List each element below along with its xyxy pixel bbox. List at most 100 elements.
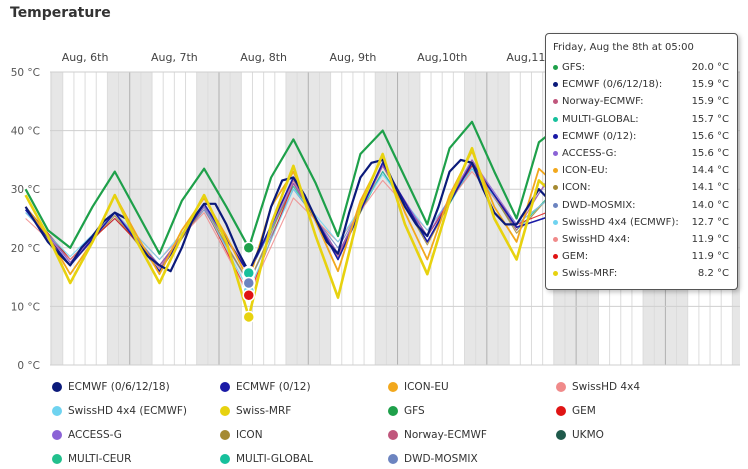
legend-item[interactable]: SwissHD 4x4 (ECMWF) (52, 405, 187, 417)
legend-label: SwissHD 4x4 (ECMWF) (68, 405, 187, 417)
tooltip-row: ACCESS-G: 15.6 °C (553, 145, 729, 162)
tooltip-row: GFS: 20.0 °C (553, 59, 729, 76)
legend-item[interactable]: SwissHD 4x4 (556, 381, 640, 393)
series-dot-icon (553, 133, 558, 139)
y-tick-label: 40 °C (11, 126, 40, 138)
tooltip-series-name: ECMWF (0/6/12/18): (562, 79, 663, 91)
series-dot-icon (553, 151, 558, 157)
series-dot-icon (553, 254, 558, 260)
tooltip-rows: GFS: 20.0 °C ECMWF (0/6/12/18): 15.9 °C Norw… (553, 59, 729, 282)
night-band (50, 72, 63, 365)
tooltip-series-value: 20.0 °C (691, 62, 729, 74)
series-dot-icon (553, 168, 558, 174)
legend-item[interactable]: ECMWF (0/6/12/18) (52, 381, 170, 393)
tooltip-series-value: 15.6 °C (691, 148, 729, 160)
legend-item[interactable]: GEM (556, 405, 596, 417)
series-dot-icon (553, 219, 558, 225)
x-tick-label: Aug, 9th (330, 51, 377, 64)
hover-marker (242, 276, 256, 290)
tooltip-series-name: SwissHD 4x4 (ECMWF): (562, 216, 679, 228)
tooltip-series-value: 11.9 °C (691, 233, 729, 245)
tooltip-series-name: GFS: (562, 62, 586, 74)
tooltip-series-value: 11.9 °C (691, 251, 729, 263)
legend-item[interactable]: GFS (388, 405, 425, 417)
tooltip-row: MULTI-GLOBAL: 15.7 °C (553, 111, 729, 128)
legend-label: ECMWF (0/12) (236, 381, 311, 393)
legend-label: ACCESS-G (68, 429, 122, 441)
tooltip-row: SwissHD 4x4 (ECMWF): 12.7 °C (553, 214, 729, 231)
legend-item[interactable]: Swiss-MRF (220, 405, 291, 417)
series-dot-icon (553, 99, 558, 105)
hover-tooltip: Friday, Aug the 8th at 05:00 GFS: 20.0 °C… (545, 33, 738, 290)
legend-swatch-icon (220, 382, 230, 392)
legend-swatch-icon (220, 454, 230, 464)
tooltip-row: ICON: 14.1 °C (553, 179, 729, 196)
legend-swatch-icon (220, 406, 230, 416)
x-tick-label: Aug, 6th (62, 51, 109, 64)
legend-item[interactable]: MULTI-GLOBAL (220, 453, 313, 465)
y-tick-label: 0 °C (17, 360, 40, 370)
tooltip-row: SwissHD 4x4: 11.9 °C (553, 231, 729, 248)
tooltip-header: Friday, Aug the 8th at 05:00 (553, 42, 694, 53)
hover-marker (242, 310, 256, 324)
hover-marker (242, 241, 256, 255)
legend-swatch-icon (52, 430, 62, 440)
legend-label: ECMWF (0/6/12/18) (68, 381, 170, 393)
legend-swatch-icon (52, 406, 62, 416)
legend-item[interactable]: ECMWF (0/12) (220, 381, 311, 393)
legend-label: ICON (236, 429, 263, 441)
legend-swatch-icon (388, 454, 398, 464)
tooltip-series-name: Swiss-MRF: (562, 268, 618, 280)
legend-swatch-icon (220, 430, 230, 440)
tooltip-series-value: 15.7 °C (691, 113, 729, 125)
legend-item[interactable]: Norway-ECMWF (388, 429, 487, 441)
x-tick-label: Aug, 7th (151, 51, 198, 64)
series-dot-icon (553, 236, 558, 242)
y-tick-label: 20 °C (11, 243, 40, 255)
tooltip-series-value: 8.2 °C (697, 268, 729, 280)
legend-swatch-icon (388, 430, 398, 440)
tooltip-row: ECMWF (0/6/12/18): 15.9 °C (553, 76, 729, 93)
tooltip-series-name: ICON: (562, 182, 591, 194)
legend-swatch-icon (388, 382, 398, 392)
legend-label: Norway-ECMWF (404, 429, 487, 441)
tooltip-series-name: MULTI-GLOBAL: (562, 113, 639, 125)
x-tick-label: Aug, 8th (240, 51, 287, 64)
tooltip-row: Swiss-MRF: 8.2 °C (553, 265, 729, 282)
legend-item[interactable]: ACCESS-G (52, 429, 122, 441)
tooltip-row: GEM: 11.9 °C (553, 248, 729, 265)
chart-title: Temperature (10, 5, 111, 21)
legend-swatch-icon (52, 454, 62, 464)
tooltip-series-value: 14.4 °C (691, 165, 729, 177)
series-dot-icon (553, 271, 558, 277)
y-tick-label: 10 °C (11, 301, 40, 313)
y-tick-label: 50 °C (11, 67, 40, 79)
legend-label: ICON-EU (404, 381, 449, 393)
series-dot-icon (553, 82, 558, 88)
series-dot-icon (553, 202, 558, 208)
legend-label: GEM (572, 405, 596, 417)
legend-item[interactable]: UKMO (556, 429, 604, 441)
tooltip-series-name: ACCESS-G: (562, 148, 617, 160)
tooltip-series-value: 15.9 °C (691, 96, 729, 108)
legend-label: MULTI-GLOBAL (236, 453, 313, 465)
tooltip-row: ECMWF (0/12): 15.6 °C (553, 128, 729, 145)
legend-label: MULTI-CEUR (68, 453, 132, 465)
legend-label: SwissHD 4x4 (572, 381, 641, 393)
tooltip-series-name: DWD-MOSMIX: (562, 199, 636, 211)
legend-item[interactable]: ICON-EU (388, 381, 449, 393)
hover-markers (242, 241, 256, 324)
tooltip-row: ICON-EU: 14.4 °C (553, 162, 729, 179)
x-tick-label: Aug,11th (506, 51, 556, 64)
tooltip-series-value: 15.6 °C (691, 130, 729, 142)
tooltip-row: DWD-MOSMIX: 14.0 °C (553, 197, 729, 214)
legend-item[interactable]: MULTI-CEUR (52, 453, 131, 465)
legend-item[interactable]: DWD-MOSMIX (388, 453, 478, 465)
tooltip-series-value: 14.1 °C (691, 182, 729, 194)
tooltip-series-name: ICON-EU: (562, 165, 608, 177)
legend-label: Swiss-MRF (236, 405, 292, 417)
legend-swatch-icon (388, 406, 398, 416)
series-dot-icon (553, 65, 558, 71)
legend-swatch-icon (556, 406, 566, 416)
legend-item[interactable]: ICON (220, 429, 263, 441)
